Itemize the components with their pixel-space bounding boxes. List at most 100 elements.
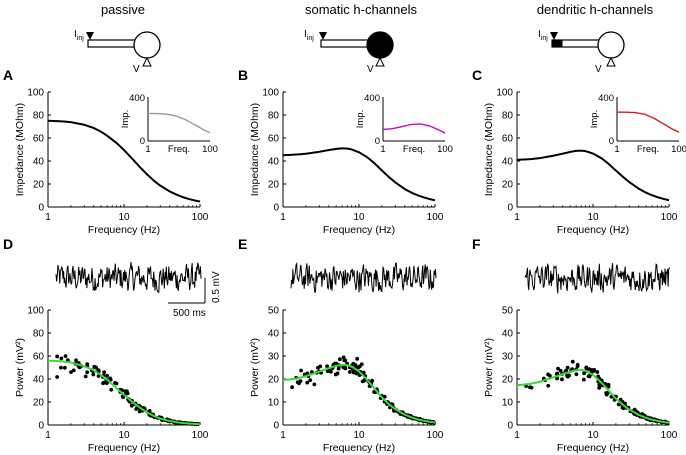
- data-point: [105, 373, 109, 378]
- voltage-label: V: [367, 64, 374, 75]
- inset-y-tick-label: 400: [598, 93, 614, 104]
- y-tick-label: 20: [268, 375, 280, 386]
- inset-impedance-line: [382, 123, 446, 134]
- data-point: [299, 368, 304, 373]
- y-tick-label: 10: [502, 398, 514, 409]
- x-tick-label: 100: [661, 430, 678, 441]
- data-point: [382, 394, 387, 399]
- data-point: [55, 375, 60, 379]
- neuron-diagram-passive: Iinj V: [74, 29, 161, 75]
- data-point: [290, 385, 295, 390]
- data-point: [353, 363, 358, 367]
- y-tick-label: 20: [33, 398, 45, 409]
- y-tick-label: 60: [33, 134, 45, 145]
- data-point: [59, 365, 63, 370]
- current-electrode: [550, 32, 558, 40]
- y-axis-label: Power (mV²): [14, 338, 26, 397]
- inset-impedance-line: [617, 111, 680, 133]
- x-tick-label: 1: [280, 212, 286, 223]
- data-point: [560, 377, 564, 382]
- data-point: [92, 364, 97, 369]
- voltage-trace: [55, 262, 202, 293]
- y-tick-label: 60: [502, 134, 514, 145]
- inset-chart: 400 01 100 Freq. Imp.: [589, 93, 686, 155]
- x-axis-label: Frequency (Hz): [323, 442, 395, 454]
- data-point: [574, 372, 579, 377]
- data-point: [333, 372, 338, 377]
- y-tick-label: 100: [262, 88, 279, 99]
- data-point: [104, 381, 109, 385]
- data-point: [316, 365, 320, 370]
- inset-chart: 400 01 100 Freq. Imp.: [355, 93, 453, 155]
- data-point: [338, 357, 342, 362]
- voltage-label: V: [133, 64, 140, 75]
- inset-y-axis-label: Imp.: [120, 110, 131, 128]
- y-tick-label: 40: [502, 157, 514, 168]
- data-point: [348, 370, 352, 374]
- x-tick-label: 10: [118, 430, 130, 441]
- inset-x-tick-label: 1: [380, 144, 385, 155]
- y-tick-label: 40: [502, 329, 514, 340]
- column-title-passive: passive: [101, 2, 145, 17]
- x-tick-label: 100: [192, 212, 209, 223]
- current-label: Iinj: [538, 29, 548, 42]
- data-point: [96, 368, 101, 373]
- data-point: [565, 365, 570, 370]
- scale-bar: [168, 278, 206, 304]
- data-point: [108, 377, 113, 382]
- y-axis-label: Impedance (MOhm): [483, 103, 495, 196]
- y-tick-label: 20: [502, 375, 514, 386]
- current-label: Iinj: [304, 29, 314, 42]
- inset-y-tick-label: 400: [364, 93, 380, 104]
- panel-F: F 0 10 20 30 40 50 1 10 100 Frequency (Hz) Power (m…: [472, 236, 678, 454]
- soma: [597, 31, 625, 59]
- inset-x-tick-label: 100: [202, 144, 218, 155]
- inset-y-tick-label: 0: [609, 136, 614, 147]
- y-tick-label: 0: [507, 203, 513, 214]
- data-point: [356, 365, 361, 370]
- data-point: [341, 355, 346, 360]
- data-point: [555, 376, 559, 381]
- y-tick-label: 100: [27, 306, 44, 317]
- panel-letter: B: [238, 67, 248, 83]
- inset-x-tick-label: 1: [614, 144, 619, 155]
- data-point: [298, 379, 303, 384]
- fit-line: [516, 369, 670, 424]
- data-point: [555, 371, 560, 376]
- fit-line: [282, 364, 436, 424]
- y-tick-label: 100: [27, 88, 44, 99]
- impedance-line: [47, 119, 201, 203]
- soma: [133, 31, 161, 59]
- y-tick-label: 30: [502, 352, 514, 363]
- voltage-trace: [290, 261, 437, 294]
- x-axis-label: Frequency (Hz): [557, 224, 629, 236]
- voltage-trace: [524, 263, 670, 294]
- current-electrode: [86, 32, 94, 40]
- data-point: [124, 389, 129, 394]
- y-tick-label: 50: [268, 306, 280, 317]
- data-point: [564, 368, 569, 373]
- data-point: [114, 381, 119, 386]
- data-point: [312, 382, 317, 387]
- y-tick-label: 0: [507, 421, 513, 432]
- dendrite-h-channel-segment: [551, 39, 563, 48]
- x-tick-label: 1: [45, 430, 51, 441]
- data-point: [85, 370, 90, 375]
- data-point: [581, 377, 586, 382]
- data-point: [575, 362, 580, 367]
- scale-bar-voltage: 0.5 mV: [211, 271, 222, 303]
- data-point: [343, 358, 348, 363]
- data-point: [546, 383, 551, 388]
- panel-letter: E: [238, 236, 247, 252]
- column-title-dendritic: dendritic h-channels: [537, 2, 654, 17]
- inset-y-axis-label: Imp.: [355, 110, 366, 128]
- data-point: [305, 380, 310, 385]
- data-point: [604, 391, 609, 395]
- y-tick-label: 40: [268, 329, 280, 340]
- data-point: [91, 372, 96, 377]
- dendrite-cable: [87, 39, 137, 48]
- y-tick-label: 40: [268, 157, 280, 168]
